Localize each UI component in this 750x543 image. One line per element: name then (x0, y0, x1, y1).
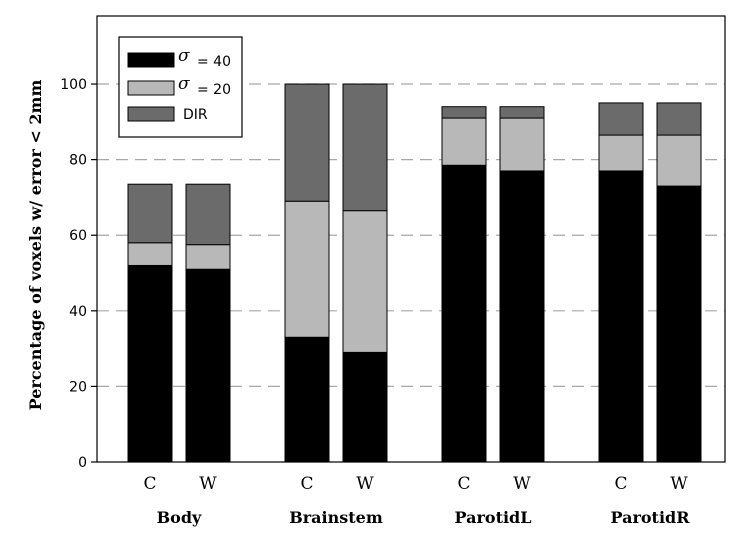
bar-parotidr-c-dir (598, 102, 644, 136)
bar-label-parotidl-w: W (513, 474, 531, 494)
bar-parotidl-w-sigma40 (499, 170, 545, 463)
y-tick-label-60: 60 (69, 228, 87, 244)
bar-parotidl-c-sigma20 (441, 117, 487, 166)
bar-body-c-sigma20 (127, 242, 173, 266)
bar-body-c-sigma40 (127, 264, 173, 463)
bar-parotidl-c-dir (441, 106, 487, 119)
legend-label-dir: DIR (183, 107, 208, 123)
bar-parotidr-w-sigma40 (656, 185, 702, 463)
bar-body-w-sigma40 (185, 268, 231, 463)
bar-body-w-sigma20 (185, 244, 231, 270)
group-label-parotidr: ParotidR (610, 508, 690, 527)
y-tick-label-0: 0 (78, 455, 87, 471)
group-label-brainstem: Brainstem (289, 508, 383, 527)
group-label-body: Body (157, 508, 202, 527)
y-tick-label-100: 100 (60, 77, 87, 93)
y-axis-label: Percentage of voxels w/ error < 2mm (26, 80, 45, 411)
bar-label-parotidl-c: C (457, 474, 470, 494)
bar-body-w-dir (185, 183, 231, 246)
legend-swatch-sigma40 (127, 52, 175, 68)
group-label-parotidl: ParotidL (455, 508, 532, 527)
bar-parotidl-w-dir (499, 106, 545, 119)
bar-brainstem-w-sigma40 (342, 351, 388, 463)
bar-label-brainstem-c: C (300, 474, 313, 494)
legend-label-sigma20: = 20 (197, 82, 231, 98)
bar-brainstem-c-sigma20 (284, 200, 330, 338)
bar-label-body-w: W (199, 474, 217, 494)
legend-symbol-sigma40: σ (178, 46, 190, 66)
bar-parotidr-w-sigma20 (656, 134, 702, 187)
bar-parotidr-w-dir (656, 102, 702, 136)
bar-label-body-c: C (143, 474, 156, 494)
legend-swatch-sigma20 (127, 80, 175, 96)
bar-label-parotidr-w: W (670, 474, 688, 494)
bar-parotidl-w-sigma20 (499, 117, 545, 172)
legend-swatch-dir (127, 106, 175, 122)
bar-brainstem-w-dir (342, 83, 388, 212)
y-tick-label-80: 80 (69, 153, 87, 169)
bar-brainstem-w-sigma20 (342, 210, 388, 353)
y-tick-label-40: 40 (69, 304, 87, 320)
bar-label-parotidr-c: C (614, 474, 627, 494)
legend-symbol-sigma20: σ (178, 74, 190, 94)
plot-frame (96, 15, 726, 463)
bar-brainstem-c-sigma40 (284, 336, 330, 463)
bar-label-brainstem-w: W (356, 474, 374, 494)
bar-parotidl-c-sigma40 (441, 164, 487, 463)
bar-parotidr-c-sigma20 (598, 134, 644, 172)
y-tick-label-20: 20 (69, 379, 87, 395)
bar-body-c-dir (127, 183, 173, 244)
bar-brainstem-c-dir (284, 83, 330, 202)
bar-parotidr-c-sigma40 (598, 170, 644, 463)
legend-label-sigma40: = 40 (197, 54, 231, 70)
